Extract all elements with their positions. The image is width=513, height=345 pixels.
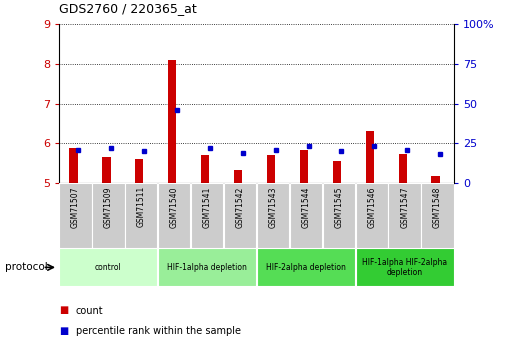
Bar: [290, 183, 322, 248]
Bar: [234, 170, 242, 183]
Text: GSM71547: GSM71547: [400, 186, 409, 228]
Text: HIF-1alpha depletion: HIF-1alpha depletion: [167, 263, 247, 272]
Text: HIF-2alpha depletion: HIF-2alpha depletion: [266, 263, 346, 272]
Bar: [356, 248, 453, 286]
Text: ■: ■: [59, 326, 68, 336]
Bar: [257, 183, 289, 248]
Text: control: control: [95, 263, 122, 272]
Bar: [356, 183, 388, 248]
Bar: [92, 183, 125, 248]
Text: GSM71545: GSM71545: [334, 186, 343, 228]
Bar: [168, 60, 176, 183]
Text: protocol: protocol: [5, 263, 48, 272]
Bar: [224, 183, 256, 248]
Bar: [366, 131, 374, 183]
Text: GSM71511: GSM71511: [137, 186, 146, 227]
Bar: [60, 248, 157, 286]
Bar: [125, 183, 157, 248]
Text: GSM71507: GSM71507: [71, 186, 80, 228]
Bar: [201, 155, 209, 183]
Bar: [191, 183, 223, 248]
Bar: [421, 183, 453, 248]
Bar: [257, 248, 355, 286]
Bar: [300, 150, 308, 183]
Text: HIF-1alpha HIF-2alpha
depletion: HIF-1alpha HIF-2alpha depletion: [362, 258, 447, 277]
Text: GSM71548: GSM71548: [433, 186, 442, 227]
Text: GSM71540: GSM71540: [170, 186, 179, 228]
Bar: [399, 154, 407, 183]
Text: count: count: [76, 306, 104, 315]
Bar: [60, 183, 92, 248]
Bar: [323, 183, 355, 248]
Bar: [267, 155, 275, 183]
Bar: [158, 248, 256, 286]
Text: GSM71546: GSM71546: [367, 186, 376, 228]
Bar: [431, 176, 440, 183]
Bar: [69, 148, 77, 183]
Text: GDS2760 / 220365_at: GDS2760 / 220365_at: [59, 2, 197, 16]
Text: GSM71542: GSM71542: [235, 186, 245, 227]
Bar: [102, 157, 110, 183]
Bar: [135, 159, 144, 183]
Bar: [333, 161, 341, 183]
Text: GSM71541: GSM71541: [203, 186, 212, 227]
Bar: [158, 183, 190, 248]
Text: GSM71543: GSM71543: [268, 186, 278, 228]
Bar: [388, 183, 421, 248]
Text: percentile rank within the sample: percentile rank within the sample: [76, 326, 241, 336]
Text: ■: ■: [59, 306, 68, 315]
Text: GSM71509: GSM71509: [104, 186, 113, 228]
Text: GSM71544: GSM71544: [301, 186, 310, 228]
